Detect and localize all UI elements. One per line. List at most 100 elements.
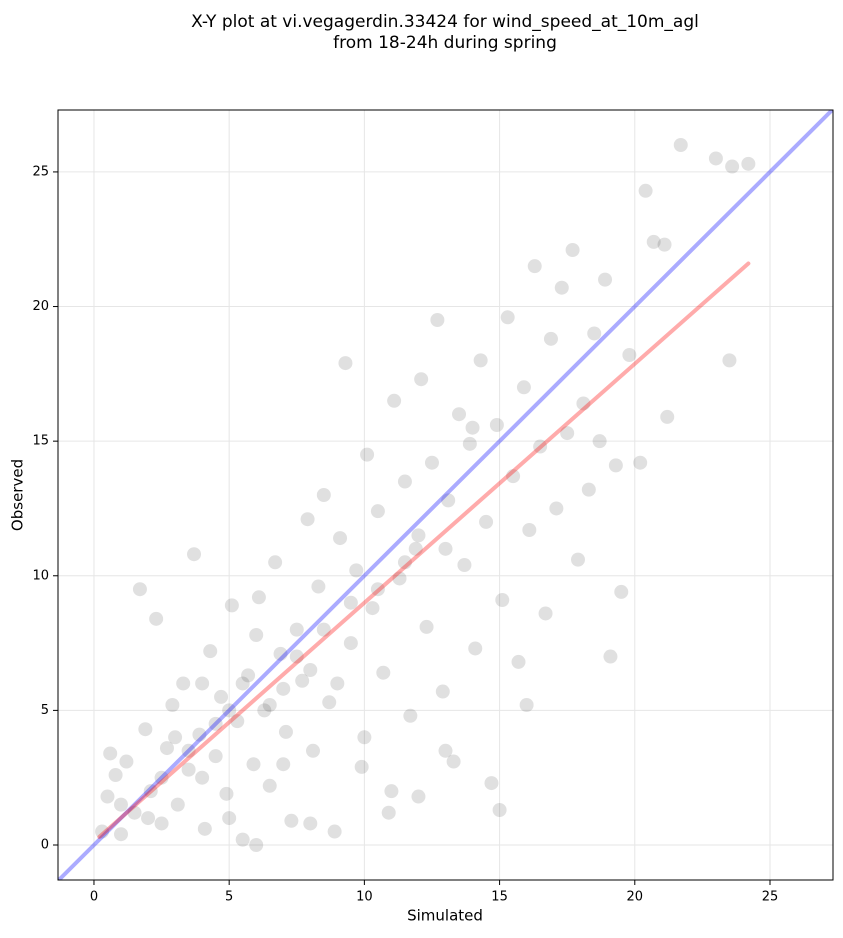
scatter-point <box>587 326 602 341</box>
plot-area <box>58 110 833 880</box>
scatter-point <box>284 813 299 828</box>
scatter-point <box>538 606 553 621</box>
scatter-point <box>468 641 483 656</box>
x-tick-label: 20 <box>627 890 644 905</box>
chart-title: X-Y plot at vi.vegagerdin.33424 for wind… <box>191 12 699 32</box>
scatter-point <box>384 784 399 799</box>
scatter-point <box>633 455 648 470</box>
scatter-point <box>657 237 672 252</box>
scatter-point <box>235 676 250 691</box>
x-tick-label: 15 <box>491 890 508 905</box>
scatter-point <box>303 663 318 677</box>
scatter-point <box>387 393 402 408</box>
scatter-point <box>114 827 129 842</box>
scatter-point <box>725 159 740 174</box>
scatter-point <box>154 770 169 785</box>
scatter-point <box>262 778 277 793</box>
y-tick-label: 10 <box>32 568 49 583</box>
scatter-point <box>249 838 264 852</box>
scatter-point <box>397 474 412 489</box>
scatter-point <box>262 698 277 712</box>
scatter-point <box>95 824 110 839</box>
scatter-point <box>222 703 237 718</box>
scatter-point <box>543 331 558 346</box>
scatter-point <box>187 547 202 562</box>
scatter-point <box>100 789 115 804</box>
scatter-point <box>741 156 756 171</box>
scatter-point <box>303 816 318 831</box>
scatter-point <box>571 552 586 567</box>
scatter-point <box>500 310 515 325</box>
y-axis-label: Observed <box>9 459 27 531</box>
scatter-point <box>438 541 453 556</box>
scatter-point <box>168 730 183 745</box>
x-tick-label: 25 <box>762 890 779 905</box>
scatter-point <box>214 689 229 704</box>
scatter-point <box>103 746 118 761</box>
scatter-point <box>327 824 342 839</box>
scatter-point <box>646 234 661 249</box>
scatter-point <box>354 759 369 774</box>
scatter-point <box>149 611 164 626</box>
scatter-point <box>338 356 353 371</box>
scatter-point <box>462 436 477 451</box>
scatter-point <box>273 646 288 661</box>
scatter-point <box>479 514 494 529</box>
scatter-point <box>603 649 618 664</box>
scatter-point <box>195 770 210 785</box>
scatter-point <box>311 579 326 594</box>
scatter-point <box>114 797 129 812</box>
scatter-point <box>249 628 264 642</box>
scatter-point <box>438 743 453 758</box>
scatter-point <box>224 598 239 613</box>
line <box>97 261 751 839</box>
scatter-point <box>141 811 156 826</box>
scatter-point <box>549 501 564 516</box>
scatter-point <box>560 426 575 441</box>
scatter-point <box>411 789 426 804</box>
scatter-point <box>343 595 358 610</box>
line <box>58 110 833 880</box>
scatter-point <box>305 743 320 758</box>
scatter-point <box>489 418 504 432</box>
scatter-point <box>219 786 234 801</box>
scatter-point <box>408 541 423 556</box>
scatter-point <box>170 797 185 812</box>
scatter-point <box>370 504 385 519</box>
scatter-point <box>452 407 467 422</box>
scatter-point <box>357 730 372 745</box>
scatter-point <box>159 741 174 756</box>
scatter-point <box>533 439 548 454</box>
scatter-point <box>592 434 607 449</box>
grid <box>58 110 833 880</box>
scatter-point <box>119 754 134 769</box>
scatter-point <box>381 805 396 820</box>
scatter-point <box>506 469 521 484</box>
scatter-point <box>376 665 391 680</box>
scatter-point <box>673 138 688 152</box>
scatter-point <box>241 668 256 683</box>
scatter-point <box>276 681 291 696</box>
scatter-point <box>414 372 429 387</box>
scatter-point <box>316 488 331 502</box>
y-tick-label: 5 <box>41 703 49 718</box>
scatter-point <box>222 811 237 826</box>
scatter-point <box>154 816 169 831</box>
scatter-point <box>289 622 304 637</box>
scatter-point <box>203 644 218 659</box>
scatter-point <box>316 622 331 637</box>
scatter-point <box>333 531 348 546</box>
x-tick-label: 0 <box>90 890 98 905</box>
scatter-point <box>230 714 245 729</box>
scatter-point <box>127 805 142 820</box>
scatter-point <box>581 482 596 497</box>
scatter-point <box>295 673 310 688</box>
scatter-point <box>519 698 534 712</box>
scatter-point <box>441 493 456 508</box>
scatter-point <box>403 708 418 723</box>
scatter-point <box>446 754 461 769</box>
chart-title: from 18-24h during spring <box>333 33 557 53</box>
scatter-point <box>722 353 737 368</box>
scatter-point <box>492 803 507 817</box>
